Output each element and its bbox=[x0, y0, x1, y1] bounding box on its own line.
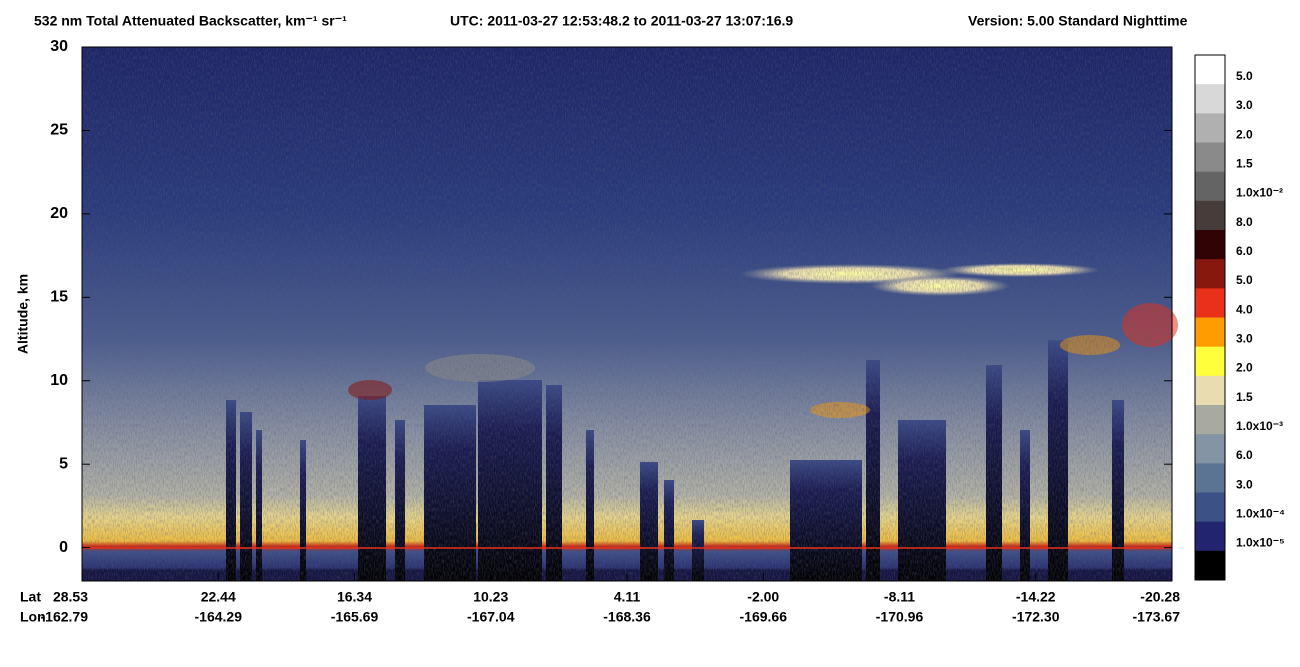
x-tick-lat: 16.34 bbox=[337, 589, 372, 605]
colorbar-bin bbox=[1195, 463, 1225, 493]
colorbar-label: 2.0 bbox=[1236, 127, 1253, 141]
x-tick-lon: -168.36 bbox=[603, 609, 651, 625]
y-tick-label: 5 bbox=[59, 455, 68, 472]
y-tick-label: 10 bbox=[50, 372, 68, 389]
time-range: UTC: 2011-03-27 12:53:48.2 to 2011-03-27… bbox=[450, 13, 793, 29]
colorbar-label: 8.0 bbox=[1236, 215, 1253, 229]
x-tick-lat: 4.11 bbox=[614, 589, 641, 605]
colorbar-label: 6.0 bbox=[1236, 244, 1253, 258]
version: Version: 5.00 Standard Nighttime bbox=[968, 13, 1188, 29]
colorbar-bin bbox=[1195, 346, 1225, 377]
y-tick-label: 15 bbox=[50, 289, 68, 306]
x-tick-lon: -173.67 bbox=[1133, 609, 1181, 625]
x-tick-lon: -167.04 bbox=[467, 609, 515, 625]
colorbar-label: 1.0x10⁻⁵ bbox=[1236, 536, 1285, 550]
colorbar-bin bbox=[1195, 113, 1225, 143]
x-tick-lat: -8.11 bbox=[884, 589, 915, 605]
y-tick-label: 0 bbox=[59, 539, 68, 556]
colorbar-label: 2.0 bbox=[1236, 361, 1253, 375]
lon-row-label: Lon bbox=[20, 609, 46, 625]
x-tick-lon: -162.79 bbox=[41, 609, 89, 625]
x-tick-lat: -2.00 bbox=[747, 589, 779, 605]
x-tick-lat: 10.23 bbox=[473, 589, 508, 605]
colorbar-label: 1.5 bbox=[1236, 390, 1253, 404]
colorbar-bin bbox=[1195, 230, 1225, 260]
colorbar-bin bbox=[1195, 259, 1225, 289]
colorbar-label: 3.0 bbox=[1236, 98, 1253, 112]
chart-title: 532 nm Total Attenuated Backscatter, km⁻… bbox=[34, 13, 347, 29]
colorbar-label: 1.0x10⁻⁴ bbox=[1236, 507, 1285, 521]
colorbar-label: 6.0 bbox=[1236, 448, 1253, 462]
colorbar-label: 3.0 bbox=[1236, 332, 1253, 346]
lat-row-label: Lat bbox=[20, 589, 41, 605]
x-tick-lat: 22.44 bbox=[201, 589, 236, 605]
x-tick-lon: -170.96 bbox=[876, 609, 924, 625]
noise-texture bbox=[82, 47, 1172, 581]
x-tick-lat: 28.53 bbox=[53, 589, 88, 605]
x-tick-lon: -169.66 bbox=[740, 609, 788, 625]
colorbar-label: 5.0 bbox=[1236, 273, 1253, 287]
x-tick-lat: -14.22 bbox=[1016, 589, 1056, 605]
colorbar-bin bbox=[1195, 171, 1225, 202]
colorbar-bin bbox=[1195, 375, 1225, 406]
colorbar-bin bbox=[1195, 434, 1225, 464]
colorbar-bin bbox=[1195, 550, 1225, 581]
colorbar-frame bbox=[1194, 54, 1226, 581]
x-tick-lon: -165.69 bbox=[331, 609, 379, 625]
colorbar-label: 1.0x10⁻³ bbox=[1236, 419, 1283, 433]
colorbar-bin bbox=[1195, 317, 1225, 348]
colorbar-bin bbox=[1195, 142, 1225, 173]
curtain-image bbox=[81, 46, 1178, 582]
colorbar-bin bbox=[1195, 200, 1225, 231]
y-tick-label: 20 bbox=[50, 205, 68, 222]
y-axis-label: Altitude, km bbox=[15, 274, 31, 354]
colorbar-bin bbox=[1195, 55, 1225, 85]
colorbar-bin bbox=[1195, 405, 1225, 435]
colorbar-label: 3.0 bbox=[1236, 477, 1253, 491]
colorbar-label: 5.0 bbox=[1236, 69, 1253, 83]
y-tick-label: 25 bbox=[50, 122, 68, 139]
x-tick-lon: -164.29 bbox=[195, 609, 243, 625]
colorbar-label: 4.0 bbox=[1236, 302, 1253, 316]
colorbar-label: 1.0x10⁻² bbox=[1236, 186, 1283, 200]
x-tick-lat: -20.28 bbox=[1140, 589, 1180, 605]
colorbar-bin bbox=[1195, 288, 1225, 318]
colorbar-bin bbox=[1195, 492, 1225, 523]
colorbar-bin bbox=[1195, 84, 1225, 114]
y-tick-label: 30 bbox=[50, 38, 68, 55]
colorbar-label: 1.5 bbox=[1236, 157, 1253, 171]
colorbar-bin bbox=[1195, 521, 1225, 552]
x-tick-lon: -172.30 bbox=[1012, 609, 1060, 625]
